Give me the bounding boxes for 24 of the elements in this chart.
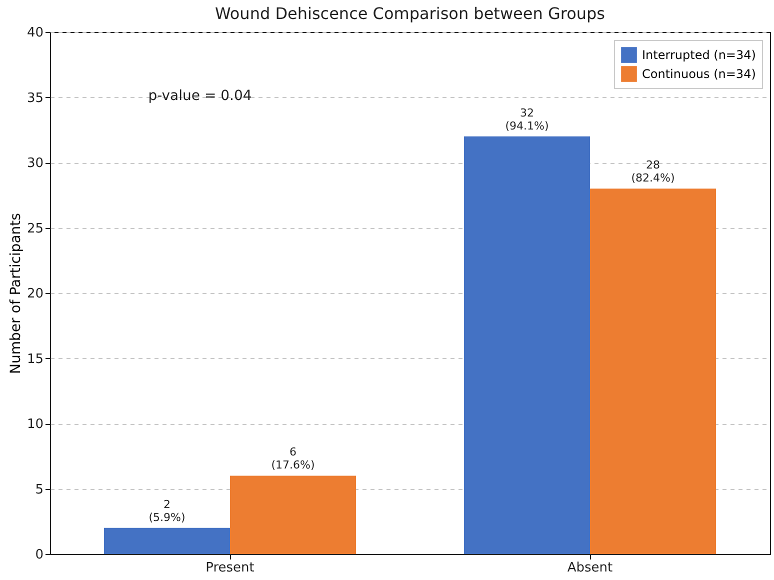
y-tick-label: 0 [35,548,44,562]
legend-label: Continuous (n=34) [642,67,756,81]
y-tick-label: 25 [26,221,44,236]
bar [464,136,590,554]
data-label: 2 (5.9%) [148,498,186,524]
y-tick-label: 15 [26,352,44,367]
bar [230,476,356,554]
data-label: 6 (17.6%) [271,446,315,472]
y-tick-label: 40 [26,26,44,40]
annotation: p-value = 0.04 [148,88,252,104]
x-tick-label: Present [206,560,254,576]
y-tick-label: 20 [26,286,44,302]
x-tick-label: Absent [567,560,613,576]
chart-title: Wound Dehiscence Comparison between Groups [215,4,605,23]
y-tick-label: 30 [26,156,44,171]
y-axis-title: Number of Participants [8,213,24,374]
legend-label: Interrupted (n=34) [642,48,756,62]
data-label: 32 (94.1%) [505,106,549,132]
data-label: 28 (82.4%) [631,158,675,185]
y-tick-label: 5 [35,482,44,498]
y-tick-label: 10 [26,417,44,432]
bar [104,528,230,554]
y-tick-label: 35 [26,90,44,106]
bar [590,188,716,554]
